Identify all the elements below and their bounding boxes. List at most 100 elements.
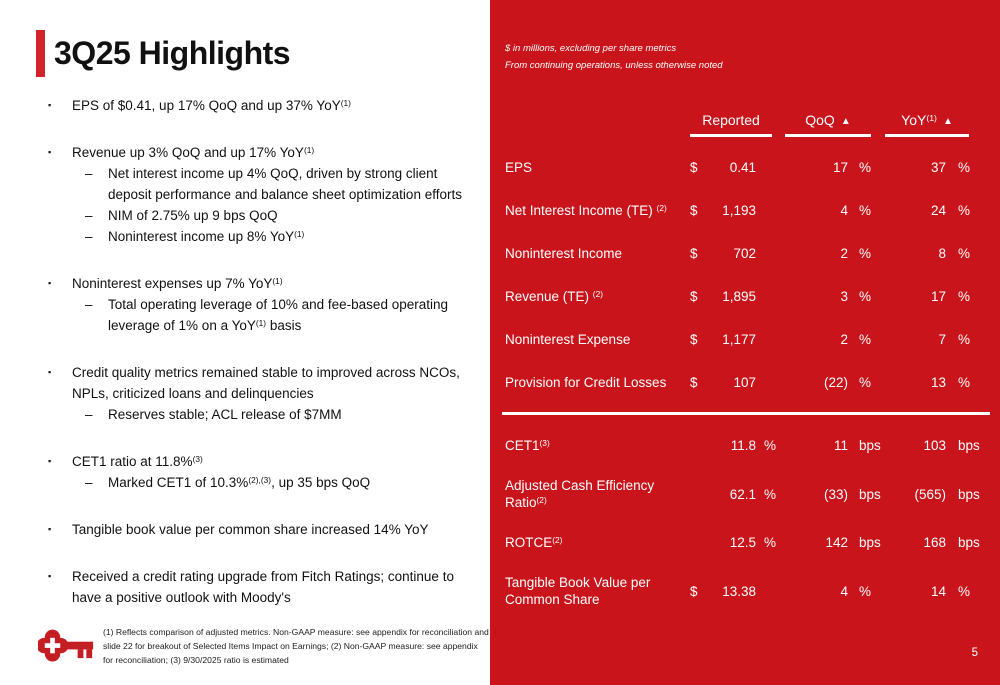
footnote-ref: (1) bbox=[303, 145, 315, 156]
dash-marker: – bbox=[85, 407, 93, 422]
bullet-marker: ▪ bbox=[48, 147, 52, 157]
up-triangle-icon: ▲ bbox=[840, 116, 851, 127]
bullet-text: Received a credit rating upgrade from Fi… bbox=[72, 566, 472, 608]
text-segment: EPS of $0.41, up 17% QoQ and up 37% YoY bbox=[72, 98, 341, 113]
page-number: 5 bbox=[971, 647, 978, 659]
reported-value: 107 bbox=[733, 375, 756, 390]
table-divider bbox=[502, 412, 990, 415]
dash-marker: – bbox=[85, 475, 93, 490]
key-logo-icon bbox=[36, 627, 96, 673]
table-row: CET1(3) 11.8% 11 bps 103 bps bbox=[490, 424, 1000, 467]
table-note-units: $ in millions, excluding per share metri… bbox=[505, 43, 677, 54]
text-segment: Noninterest Income bbox=[505, 246, 623, 261]
yoy-value: 14 bbox=[930, 583, 946, 599]
dash-marker: – bbox=[85, 297, 93, 312]
yoy-unit: % bbox=[958, 203, 971, 218]
text-segment: Revenue up 3% QoQ and up 17% YoY bbox=[72, 145, 304, 160]
sub-bullet-item: – Noninterest income up 8% YoY(1) bbox=[85, 226, 472, 247]
footnote-ref: (2) bbox=[656, 203, 667, 214]
text-segment: Net interest income up 4% QoQ, driven by… bbox=[108, 166, 462, 202]
sub-bullet-item: – NIM of 2.75% up 9 bps QoQ bbox=[85, 205, 472, 226]
text-segment: Reserves stable; ACL release of $7MM bbox=[108, 407, 342, 422]
qoq-value: (22) bbox=[823, 375, 848, 390]
sub-bullet-item: – Reserves stable; ACL release of $7MM bbox=[85, 404, 472, 425]
yoy-unit: % bbox=[958, 375, 971, 390]
bullet-item: ▪ Revenue up 3% QoQ and up 17% YoY(1) bbox=[48, 142, 472, 163]
table-row: Revenue (TE) (2) $1,895 3% 17% bbox=[490, 275, 1000, 318]
dollar-sign: $ bbox=[690, 289, 698, 304]
yoy-value: 24 bbox=[930, 203, 946, 218]
table-row: Adjusted Cash Efficiency Ratio(2) 62.1% (3… bbox=[490, 467, 1000, 521]
sub-bullet-item: – Net interest income up 4% QoQ, driven b… bbox=[85, 163, 472, 205]
text-segment: Tangible Book Value per Common Share bbox=[505, 575, 651, 607]
up-triangle-icon: ▲ bbox=[942, 116, 953, 127]
qoq-value: 2 bbox=[840, 246, 848, 261]
reported-unit: % bbox=[764, 535, 777, 550]
qoq-unit: bps bbox=[859, 535, 881, 550]
dollar-sign: $ bbox=[690, 375, 698, 390]
text-segment: Received a credit rating upgrade from Fi… bbox=[72, 569, 454, 605]
column-header-yoy: YoY (1) ▲ bbox=[885, 112, 969, 137]
bullet-marker: ▪ bbox=[48, 456, 52, 466]
dollar-sign: $ bbox=[690, 203, 698, 218]
bullet-text: Total operating leverage of 10% and fee-… bbox=[108, 294, 472, 336]
dash-marker: – bbox=[85, 229, 93, 244]
bullet-item: ▪ CET1 ratio at 11.8%(3) bbox=[48, 451, 472, 472]
table-row: Noninterest Income $702 2% 8% bbox=[490, 232, 1000, 275]
bullet-item: ▪ Received a credit rating upgrade from F… bbox=[48, 566, 472, 608]
table-row: ROTCE(2) 12.5% 142 bps 168 bps bbox=[490, 521, 1000, 564]
row-label: Net Interest Income (TE) (2) bbox=[505, 202, 690, 219]
yoy-value: 103 bbox=[923, 438, 946, 453]
table-notes: $ in millions, excluding per share metri… bbox=[505, 40, 1000, 74]
slide-footer: (1) Reflects comparison of adjusted metr… bbox=[36, 625, 489, 673]
bullet-marker: ▪ bbox=[48, 278, 52, 288]
footnote-ref: (1) bbox=[255, 318, 267, 329]
yoy-unit: % bbox=[958, 289, 971, 304]
column-header-reported: Reported bbox=[690, 112, 772, 137]
text-segment: CET1 ratio at 11.8% bbox=[72, 454, 193, 469]
sub-bullet-item: – Total operating leverage of 10% and fee… bbox=[85, 294, 472, 336]
bullet-text: Tangible book value per common share inc… bbox=[72, 519, 472, 540]
row-label: Provision for Credit Losses bbox=[505, 374, 690, 391]
yoy-unit: bps bbox=[958, 486, 980, 502]
bullet-text: NIM of 2.75% up 9 bps QoQ bbox=[108, 205, 472, 226]
column-header-label: QoQ bbox=[805, 112, 835, 128]
reported-value: 11.8 bbox=[730, 438, 756, 453]
bullet-marker: ▪ bbox=[48, 100, 52, 110]
bullet-marker: ▪ bbox=[48, 571, 52, 581]
row-label: CET1(3) bbox=[505, 437, 690, 454]
qoq-value: 2 bbox=[840, 332, 848, 347]
yoy-value: 13 bbox=[930, 375, 946, 390]
reported-value: 1,193 bbox=[722, 203, 756, 218]
reported-value: 62.1 bbox=[729, 486, 756, 502]
qoq-value: 142 bbox=[825, 535, 848, 550]
text-segment: Adjusted Cash Efficiency Ratio bbox=[505, 478, 655, 510]
table-note-basis: From continuing operations, unless other… bbox=[505, 60, 723, 71]
text-segment: EPS bbox=[505, 160, 533, 175]
bullet-text: Noninterest income up 8% YoY(1) bbox=[108, 226, 472, 247]
qoq-value: 4 bbox=[840, 583, 848, 599]
yoy-value: 37 bbox=[930, 160, 946, 175]
table-row: Provision for Credit Losses $107 (22)% 13% bbox=[490, 361, 1000, 404]
reported-value: 1,895 bbox=[722, 289, 756, 304]
bullet-item: ▪ Tangible book value per common share in… bbox=[48, 519, 472, 540]
text-segment: Marked CET1 of 10.3% bbox=[108, 475, 249, 490]
row-label: Adjusted Cash Efficiency Ratio(2) bbox=[505, 477, 690, 511]
yoy-value: 17 bbox=[930, 289, 946, 304]
bullet-item: ▪ EPS of $0.41, up 17% QoQ and up 37% YoY… bbox=[48, 95, 472, 116]
row-label: Noninterest Expense bbox=[505, 331, 690, 348]
footnote-ref: (2) bbox=[536, 495, 547, 506]
text-segment: Tangible book value per common share inc… bbox=[72, 522, 429, 537]
qoq-unit: % bbox=[859, 203, 872, 218]
footnote-text: (1) Reflects comparison of adjusted metr… bbox=[103, 627, 489, 665]
bullet-text: CET1 ratio at 11.8%(3) bbox=[72, 451, 472, 472]
text-segment: Noninterest Expense bbox=[505, 332, 631, 347]
table-row: Tangible Book Value per Common Share $13.… bbox=[490, 564, 1000, 618]
dollar-sign: $ bbox=[690, 332, 698, 347]
bullet-text: EPS of $0.41, up 17% QoQ and up 37% YoY(… bbox=[72, 95, 472, 116]
table-section-ratios: CET1(3) 11.8% 11 bps 103 bps Adjusted Cash Eff… bbox=[490, 424, 1000, 618]
footnote-ref: (2) bbox=[592, 289, 604, 300]
yoy-unit: % bbox=[958, 583, 971, 599]
qoq-unit: % bbox=[859, 289, 872, 304]
